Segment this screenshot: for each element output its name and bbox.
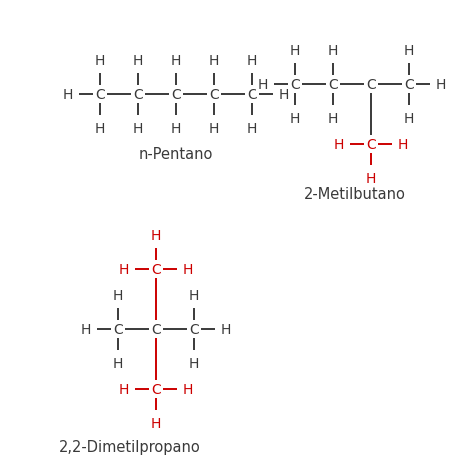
Text: H: H xyxy=(151,416,161,430)
Text: C: C xyxy=(151,382,161,396)
Text: C: C xyxy=(366,78,376,92)
Text: H: H xyxy=(258,78,268,92)
Text: C: C xyxy=(328,78,338,92)
Text: H: H xyxy=(279,88,289,102)
Text: C: C xyxy=(366,138,376,152)
Text: H: H xyxy=(398,138,408,152)
Text: H: H xyxy=(328,44,338,58)
Text: H: H xyxy=(63,88,73,102)
Text: H: H xyxy=(119,382,129,396)
Text: H: H xyxy=(247,122,257,136)
Text: H: H xyxy=(95,54,105,68)
Text: H: H xyxy=(113,356,123,370)
Text: 2-Metilbutano: 2-Metilbutano xyxy=(304,187,406,202)
Text: H: H xyxy=(119,262,129,277)
Text: C: C xyxy=(171,88,181,102)
Text: C: C xyxy=(133,88,143,102)
Text: C: C xyxy=(290,78,300,92)
Text: C: C xyxy=(189,322,199,336)
Text: C: C xyxy=(95,88,105,102)
Text: H: H xyxy=(81,322,91,336)
Text: H: H xyxy=(183,382,193,396)
Text: H: H xyxy=(366,172,376,186)
Text: C: C xyxy=(247,88,257,102)
Text: H: H xyxy=(171,54,181,68)
Text: H: H xyxy=(133,122,143,136)
Text: n-Pentano: n-Pentano xyxy=(139,147,213,162)
Text: H: H xyxy=(171,122,181,136)
Text: H: H xyxy=(209,54,219,68)
Text: H: H xyxy=(133,54,143,68)
Text: H: H xyxy=(113,288,123,302)
Text: C: C xyxy=(404,78,414,92)
Text: H: H xyxy=(221,322,231,336)
Text: H: H xyxy=(183,262,193,277)
Text: H: H xyxy=(436,78,446,92)
Text: H: H xyxy=(404,44,414,58)
Text: C: C xyxy=(209,88,219,102)
Text: H: H xyxy=(290,44,300,58)
Text: H: H xyxy=(189,288,199,302)
Text: H: H xyxy=(404,112,414,126)
Text: H: H xyxy=(247,54,257,68)
Text: H: H xyxy=(328,112,338,126)
Text: C: C xyxy=(113,322,123,336)
Text: H: H xyxy=(334,138,344,152)
Text: H: H xyxy=(151,228,161,242)
Text: C: C xyxy=(151,262,161,277)
Text: H: H xyxy=(290,112,300,126)
Text: H: H xyxy=(209,122,219,136)
Text: 2,2-Dimetilpropano: 2,2-Dimetilpropano xyxy=(59,439,201,455)
Text: C: C xyxy=(151,322,161,336)
Text: H: H xyxy=(95,122,105,136)
Text: H: H xyxy=(189,356,199,370)
